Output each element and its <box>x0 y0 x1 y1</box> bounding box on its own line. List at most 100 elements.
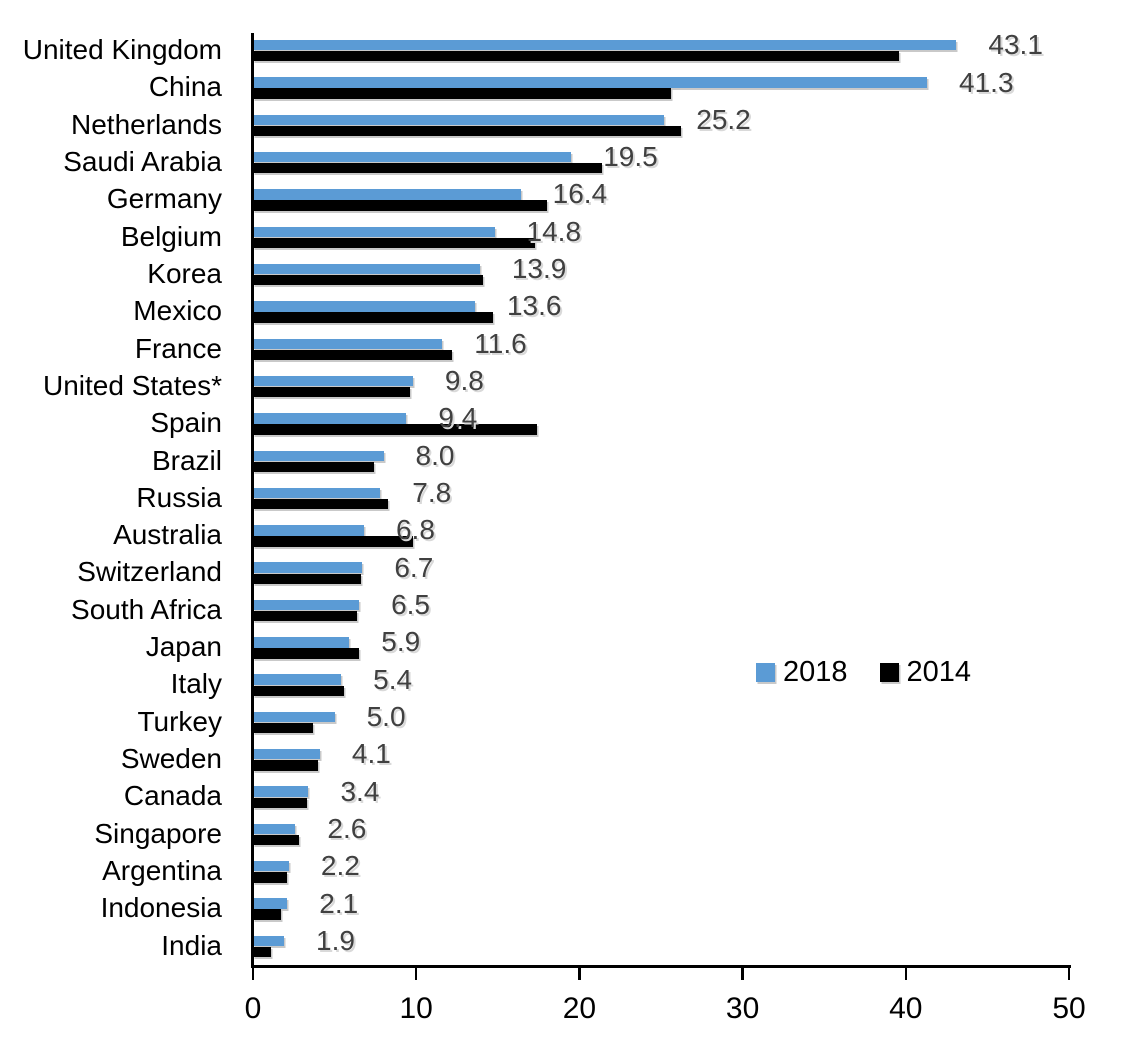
bar-2018 <box>253 637 350 648</box>
bar-2018 <box>253 40 957 51</box>
category-label: Saudi Arabia <box>63 145 222 177</box>
x-tick-mark <box>1067 964 1071 980</box>
bar-2018 <box>253 823 296 835</box>
value-label: 6.5 <box>391 589 431 620</box>
value-label: 5.9 <box>381 626 421 658</box>
bar-2014 <box>253 275 484 286</box>
x-tick-label: 20 <box>562 992 597 1025</box>
bar-2014 <box>253 946 271 958</box>
category-label: Singapore <box>94 817 222 849</box>
bar-2018 <box>253 77 928 88</box>
value-label: 5.4 <box>373 663 413 695</box>
x-tick-mark <box>578 964 581 980</box>
category-label: Belgium <box>120 220 222 252</box>
bar-2014 <box>253 573 361 584</box>
legend-swatch-2014 <box>879 662 899 682</box>
bar-2018 <box>253 301 475 312</box>
x-tick-label: 0 <box>244 992 262 1025</box>
bar-2018 <box>253 711 335 723</box>
category-label: Italy <box>170 668 222 700</box>
value-label: 14.8 <box>526 215 582 247</box>
x-tick-label: 40 <box>889 992 923 1025</box>
category-label: India <box>161 929 222 961</box>
bar-2014 <box>253 909 281 920</box>
bar-2014 <box>253 461 374 472</box>
value-label: 9.4 <box>438 402 478 434</box>
bar-2014 <box>253 872 288 883</box>
bar-2014 <box>253 648 360 659</box>
legend-label-2014: 2014 <box>906 655 972 688</box>
x-tick-mark <box>904 964 908 980</box>
bar-2014 <box>253 88 671 99</box>
bar-2014 <box>253 834 299 846</box>
category-label: Turkey <box>137 705 222 737</box>
x-tick-label: 50 <box>1052 992 1086 1025</box>
value-label: 16.4 <box>552 178 608 210</box>
value-label: 2.6 <box>327 812 367 844</box>
value-label: 13.6 <box>506 290 562 322</box>
category-label: Russia <box>136 481 222 513</box>
bar-2018 <box>253 674 342 685</box>
bar-2014 <box>253 424 537 435</box>
bar-2018 <box>253 562 363 573</box>
category-label: Switzerland <box>77 556 222 588</box>
value-label: 6.8 <box>395 514 435 546</box>
bar-2014 <box>253 200 547 211</box>
value-label: 2.2 <box>320 850 360 882</box>
value-label: 9.8 <box>444 365 484 397</box>
category-label: France <box>134 332 222 364</box>
category-label: South Africa <box>71 593 222 625</box>
x-tick-mark <box>251 964 255 980</box>
bar-2018 <box>253 413 407 424</box>
category-label: Australia <box>113 519 222 551</box>
legend: 2018 2014 <box>756 655 971 689</box>
bar-2018 <box>253 263 480 275</box>
x-tick-label: 30 <box>725 992 760 1025</box>
bar-2018 <box>253 226 495 237</box>
value-label: 3.4 <box>340 775 380 807</box>
bar-2014 <box>253 237 536 249</box>
bar-2014 <box>253 760 319 771</box>
category-label: United Kingdom <box>22 34 222 65</box>
bar-2014 <box>253 349 453 361</box>
bar-2018 <box>253 898 288 909</box>
value-label: 19.5 <box>603 141 658 173</box>
category-label: Germany <box>106 183 222 215</box>
bar-2018 <box>253 861 289 872</box>
x-tick-mark <box>741 964 744 980</box>
bar-2014 <box>253 51 900 62</box>
x-axis-line <box>250 964 1071 968</box>
bar-2018 <box>253 375 413 387</box>
value-label: 7.8 <box>412 477 452 509</box>
category-label: Indonesia <box>100 892 222 924</box>
bar-2018 <box>253 935 284 947</box>
bar-2014 <box>253 722 314 734</box>
bar-2014 <box>253 685 345 696</box>
bar-2018 <box>253 189 521 200</box>
category-label: China <box>148 71 222 103</box>
bar-2014 <box>253 386 410 398</box>
category-label: Argentina <box>102 855 222 887</box>
bar-2018 <box>253 450 384 461</box>
bar-2018 <box>253 114 665 126</box>
value-label: 43.1 <box>988 29 1043 61</box>
x-tick-label: 10 <box>399 992 433 1025</box>
value-label: 4.1 <box>351 738 391 770</box>
legend-label-2018: 2018 <box>783 655 848 688</box>
bar-2014 <box>253 536 413 547</box>
category-label: Canada <box>123 780 222 812</box>
value-label: 8.0 <box>415 439 455 471</box>
category-label: Mexico <box>133 295 222 327</box>
bar-2014 <box>253 797 307 808</box>
value-label: 25.2 <box>696 103 751 135</box>
legend-swatch-2018 <box>756 662 775 682</box>
category-label: Netherlands <box>71 108 222 140</box>
bar-2014 <box>253 125 681 137</box>
category-label: Sweden <box>120 743 222 775</box>
category-label: Japan <box>145 631 222 663</box>
category-label: United States* <box>43 369 222 401</box>
bar-2018 <box>253 599 360 611</box>
value-label: 5.0 <box>366 700 406 732</box>
x-tick-mark <box>414 964 418 980</box>
